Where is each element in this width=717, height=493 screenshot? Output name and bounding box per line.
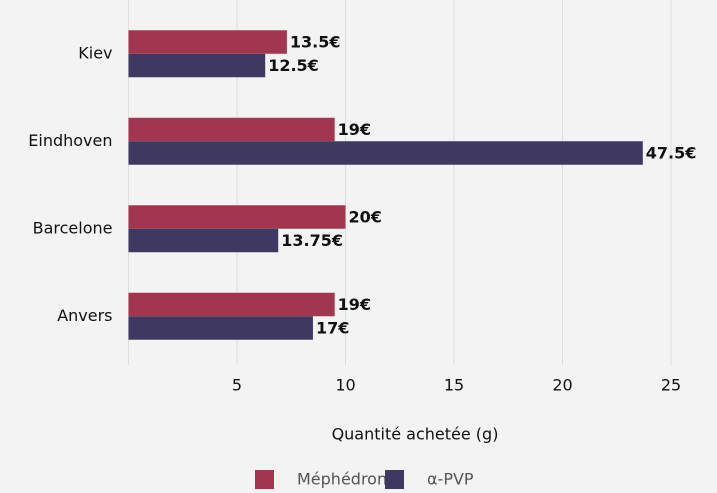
x-tick-label: 25 [661,376,681,395]
bar [128,205,346,229]
legend-swatch [385,470,404,489]
bar-label: 19€ [338,120,371,139]
bar [128,141,643,165]
y-tick-label: Eindhoven [28,131,112,150]
bar-label: 13.75€ [281,231,343,250]
x-tick-label: 5 [232,376,242,395]
bar-label: 47.5€ [646,144,697,163]
bar [128,316,313,340]
y-tick-label: Barcelone [33,218,113,237]
x-tick-label: 10 [335,376,355,395]
y-tick-label: Anvers [57,306,112,325]
bar [128,30,287,54]
bar-label: 19€ [338,295,371,314]
x-axis-title: Quantité achetée (g) [332,425,499,444]
bar-label: 13.5€ [290,33,341,52]
bar-label: 12.5€ [268,56,319,75]
bar-label: 17€ [316,319,349,338]
bar [128,53,266,78]
bar-label: 20€ [349,208,382,227]
legend-label: α-PVP [427,470,474,489]
legend-swatch [255,470,274,489]
legend-label: Méphédrone [297,470,397,489]
x-tick-label: 15 [444,376,464,395]
bar [128,117,335,142]
x-tick-label: 20 [552,376,572,395]
y-tick-label: Kiev [78,43,112,62]
bar [128,228,279,253]
bar [128,292,335,317]
